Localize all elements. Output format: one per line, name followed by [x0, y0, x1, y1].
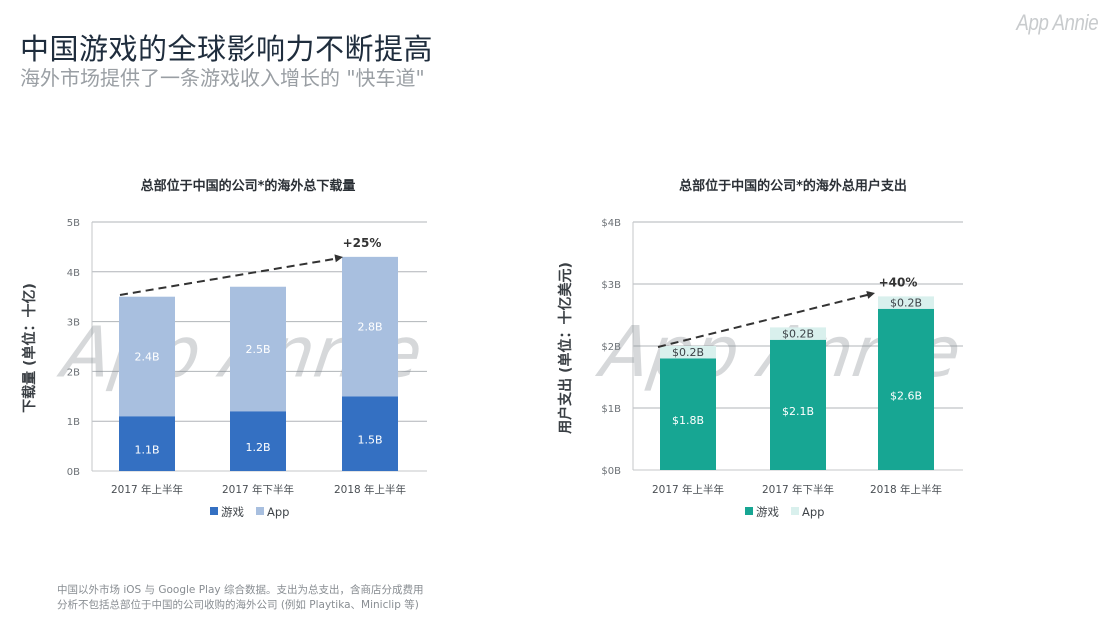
y-tick-label: 4B — [67, 268, 80, 279]
trend-arrowhead — [334, 254, 343, 263]
y-axis-label: 用户支出 (单位：十亿美元) — [557, 262, 574, 434]
x-tick-label: 2017 年下半年 — [222, 483, 294, 496]
trend-arrow — [119, 257, 338, 296]
app-annie-logo: App Annie — [1016, 10, 1098, 35]
bar-app-1 — [770, 327, 826, 340]
y-tick-label: 1B — [67, 417, 80, 428]
x-tick-label: 2017 年下半年 — [762, 483, 834, 496]
growth-annotation: +25% — [343, 236, 382, 250]
data-label: 1.5B — [357, 434, 382, 447]
page-title: 中国游戏的全球影响力不断提高 — [20, 32, 434, 66]
bar-games-1 — [770, 339, 826, 470]
y-tick-label: $2B — [601, 342, 621, 353]
data-label: 1.2B — [245, 441, 270, 454]
bar-games-0 — [119, 416, 175, 471]
data-label: $2.1B — [782, 405, 814, 418]
bar-app-1 — [230, 286, 286, 412]
bar-app-0 — [660, 346, 716, 359]
bar-games-0 — [660, 358, 716, 470]
data-label: $0.2B — [782, 328, 814, 341]
y-tick-label: 5B — [67, 218, 80, 229]
bar-games-2 — [878, 308, 934, 470]
footnote: 中国以外市场 iOS 与 Google Play 综合数据。支出为总支出，含商店… — [57, 583, 423, 613]
legend-label-games: 游戏 — [221, 505, 244, 519]
x-tick-label: 2018 年上半年 — [870, 483, 942, 496]
data-label: $0.2B — [672, 346, 704, 359]
legend-swatch-games — [745, 507, 753, 515]
data-label: $0.2B — [890, 297, 922, 310]
footnote-line-2: 分析不包括总部位于中国的公司收购的海外公司 (例如 Playtika、Minic… — [57, 599, 419, 611]
y-tick-label: $0B — [601, 466, 621, 477]
x-tick-label: 2018 年上半年 — [334, 483, 406, 496]
data-label: 2.4B — [134, 350, 159, 363]
footnote-line-1: 中国以外市场 iOS 与 Google Play 综合数据。支出为总支出，含商店… — [57, 584, 424, 596]
y-tick-label: 3B — [67, 318, 80, 329]
legend-swatch-games — [210, 507, 218, 515]
chart-title: 总部位于中国的公司*的海外总用户支出 — [679, 178, 907, 194]
page-subtitle: 海外市场提供了一条游戏收入增长的 "快车道" — [20, 66, 425, 90]
data-label: 1.1B — [134, 444, 159, 457]
y-tick-label: 2B — [67, 367, 80, 378]
x-tick-label: 2017 年上半年 — [652, 483, 724, 496]
x-tick-label: 2017 年上半年 — [111, 483, 183, 496]
y-tick-label: $3B — [601, 280, 621, 291]
bar-app-2 — [342, 256, 398, 397]
bar-games-2 — [342, 396, 398, 471]
trend-arrow — [657, 293, 870, 348]
y-tick-label: 0B — [67, 467, 80, 478]
data-label: 2.8B — [357, 321, 382, 334]
bar-app-0 — [119, 296, 175, 417]
bar-app-2 — [878, 296, 934, 309]
data-label: 2.5B — [245, 343, 270, 356]
y-tick-label: $4B — [601, 218, 621, 229]
y-tick-label: $1B — [601, 404, 621, 415]
chart-title: 总部位于中国的公司*的海外总下载量 — [141, 178, 356, 194]
y-axis-label: 下载量 (单位：十亿) — [21, 283, 38, 413]
legend-swatch-app — [256, 507, 264, 515]
trend-arrowhead — [866, 291, 875, 299]
legend-label-app: App — [802, 505, 824, 519]
data-label: $1.8B — [672, 414, 704, 427]
legend-label-app: App — [267, 505, 289, 519]
legend-label-games: 游戏 — [756, 505, 779, 519]
bar-games-1 — [230, 411, 286, 471]
legend-swatch-app — [791, 507, 799, 515]
data-label: $2.6B — [890, 389, 922, 402]
growth-annotation: +40% — [879, 275, 918, 289]
